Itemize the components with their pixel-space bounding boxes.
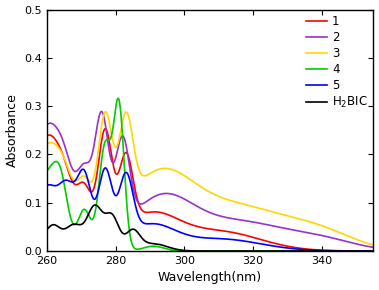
1 [235,231,239,235]
H$_2$BIC [371,249,376,253]
2 [326,235,331,239]
H$_2$BIC [44,227,49,231]
Line: 2: 2 [47,111,373,247]
H$_2$BIC [327,249,331,253]
2 [371,246,376,249]
5 [44,183,49,187]
3 [235,201,239,204]
3 [44,142,49,146]
1 [103,127,108,130]
X-axis label: Wavelength(nm): Wavelength(nm) [158,271,262,284]
H$_2$BIC [64,226,69,230]
H$_2$BIC [315,249,319,253]
1 [253,236,258,240]
5 [293,247,297,251]
5 [326,249,331,252]
2 [44,122,49,126]
1 [64,165,69,168]
4 [243,249,248,253]
Line: 1: 1 [47,128,373,251]
4 [253,249,258,253]
1 [243,233,248,237]
5 [243,240,248,243]
4 [44,169,49,173]
1 [371,249,376,253]
4 [293,249,298,253]
4 [235,249,239,253]
1 [293,246,297,249]
3 [371,243,376,246]
5 [64,178,69,182]
Line: 3: 3 [47,112,373,245]
Legend: 1, 2, 3, 4, 5, H$_2$BIC: 1, 2, 3, 4, 5, H$_2$BIC [304,13,370,113]
3 [293,216,297,220]
3 [103,110,108,113]
4 [327,249,331,253]
Y-axis label: Absorbance: Absorbance [6,93,19,167]
H$_2$BIC [293,249,297,253]
2 [64,151,69,154]
3 [64,163,69,167]
Line: H$_2$BIC: H$_2$BIC [47,205,373,251]
5 [253,241,258,245]
4 [116,97,121,100]
1 [326,249,331,252]
5 [235,238,239,242]
5 [103,166,108,170]
4 [64,197,69,200]
H$_2$BIC [93,203,98,207]
2 [99,110,104,113]
2 [293,229,297,232]
4 [371,249,376,253]
H$_2$BIC [235,249,239,253]
H$_2$BIC [253,249,258,253]
5 [371,249,376,253]
2 [235,218,239,221]
2 [253,221,258,224]
3 [326,226,331,230]
4 [272,249,277,253]
1 [44,134,49,137]
Line: 5: 5 [47,168,373,251]
3 [243,203,248,206]
3 [253,205,258,209]
Line: 4: 4 [47,98,373,251]
2 [243,219,248,222]
H$_2$BIC [243,249,248,253]
